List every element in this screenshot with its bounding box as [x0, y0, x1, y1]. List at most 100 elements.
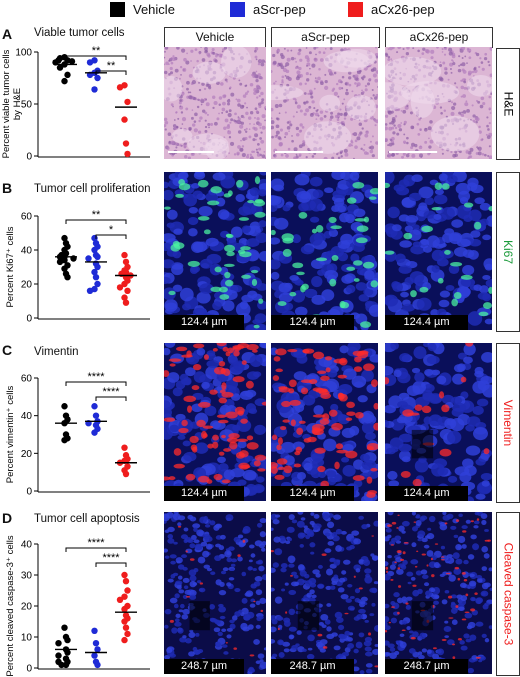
side-label-d-text: Cleaved caspase-3	[501, 542, 516, 646]
column-header-ascr: aScr-pep	[271, 27, 380, 48]
y-axis-label-c: Percent vimentin⁺ cells	[5, 386, 16, 484]
legend-label-acx26: aCx26-pep	[371, 2, 435, 17]
side-label-d: Cleaved caspase-3	[496, 512, 520, 676]
data-point-d	[121, 605, 128, 613]
micrograph-c-vehicle: 124.4 µm	[164, 343, 266, 501]
panel-letter-c: C	[2, 342, 13, 358]
significance-bracket-b	[95, 234, 127, 239]
micrograph-a-acx26	[385, 47, 492, 159]
data-point-b	[85, 255, 92, 262]
y-tick-label-b: 60	[21, 212, 33, 223]
micrograph-a-ascr	[271, 47, 378, 159]
significance-label-d: ****	[102, 552, 120, 564]
significance-label-b: **	[92, 209, 101, 221]
significance-bracket-d	[65, 547, 127, 552]
legend-label-ascr: aScr-pep	[253, 2, 306, 17]
scale-bar-b-vehicle: 124.4 µm	[164, 315, 244, 330]
legend-label-vehicle: Vehicle	[133, 2, 175, 17]
y-tick-label-d: 40	[21, 540, 33, 551]
significance-label-d: ****	[87, 537, 105, 549]
legend-swatch-acx26	[348, 2, 363, 17]
data-point-b	[122, 299, 130, 306]
y-tick-label-d: 20	[21, 602, 33, 613]
scale-bar-d-ascr: 248.7 µm	[271, 659, 354, 674]
scale-bar-d-acx26: 248.7 µm	[385, 659, 468, 674]
column-header-vehicle: Vehicle	[164, 27, 266, 48]
column-header-acx26: aCx26-pep	[385, 27, 493, 48]
data-point-d	[121, 636, 128, 644]
y-tick-label-b: 40	[21, 246, 33, 257]
legend-item-acx26: aCx26-pep	[348, 2, 435, 17]
panel-title-b: Tumor cell proliferation	[34, 183, 151, 195]
panel-letter-d: D	[2, 510, 13, 526]
data-point-c	[61, 403, 68, 410]
y-tick-label-c: 0	[26, 487, 32, 498]
data-point-b	[61, 234, 68, 242]
data-point-c	[122, 470, 130, 478]
scale-bar-d-vehicle: 248.7 µm	[164, 659, 244, 674]
y-axis-label-d: Percent cleaved caspase-3⁺ cells	[5, 535, 16, 676]
micrograph-b-ascr: 124.4 µm	[271, 172, 378, 330]
data-point-d	[92, 640, 100, 647]
data-point-c	[61, 436, 68, 444]
data-point-b	[92, 274, 100, 281]
scale-bar-b-ascr: 124.4 µm	[271, 315, 354, 330]
data-point-b	[94, 263, 101, 271]
data-point-b	[121, 294, 128, 301]
micrograph-c-ascr: 124.4 µm	[271, 343, 378, 501]
data-point-b	[61, 265, 68, 272]
significance-label-c: ****	[102, 386, 120, 398]
panel-title-c: Vimentin	[34, 346, 79, 358]
data-point-a	[121, 116, 128, 123]
y-tick-label-b: 0	[26, 314, 32, 325]
panel-title-d: Tumor cell apoptosis	[34, 513, 140, 525]
panel-letter-a: A	[2, 26, 13, 42]
significance-label-a: **	[92, 45, 101, 57]
y-axis-label-a: Percent viable tumor cellsby H&E	[1, 49, 23, 158]
data-point-a	[86, 59, 94, 66]
data-point-b	[116, 284, 124, 291]
data-point-d	[94, 661, 101, 669]
data-point-b	[124, 287, 131, 294]
data-point-a	[124, 98, 131, 106]
data-point-b	[121, 280, 128, 288]
panel-title-a: Viable tumor cells	[34, 27, 125, 39]
legend-swatch-vehicle	[110, 2, 125, 17]
data-point-d	[64, 649, 71, 656]
side-label-a: H&E	[496, 48, 520, 160]
significance-bracket-c	[95, 396, 127, 401]
data-point-a	[61, 77, 68, 85]
data-point-d	[91, 652, 98, 659]
data-point-b	[94, 253, 101, 260]
data-point-d	[122, 624, 130, 631]
y-tick-label-c: 20	[21, 449, 33, 460]
data-point-b	[86, 287, 94, 294]
side-label-c: Vimentin	[496, 343, 520, 503]
data-point-c	[121, 444, 128, 451]
data-point-a	[56, 64, 64, 71]
micrograph-c-acx26: 124.4 µm	[385, 343, 492, 501]
y-tick-label-a: 100	[15, 48, 32, 59]
y-tick-label-d: 30	[21, 571, 33, 582]
data-point-a	[124, 150, 131, 158]
y-tick-label-d: 0	[26, 664, 32, 675]
y-tick-label-c: 60	[21, 374, 33, 385]
significance-label-a: **	[107, 60, 116, 72]
data-point-a	[68, 58, 76, 65]
data-point-d	[122, 578, 130, 585]
y-tick-label-b: 20	[21, 280, 33, 291]
y-tick-label-d: 10	[21, 633, 33, 644]
data-point-d	[94, 646, 101, 653]
y-axis-label-b: Percent Ki67⁺ cells	[5, 226, 16, 307]
side-label-c-text: Vimentin	[501, 399, 516, 447]
significance-label-b: *	[109, 224, 114, 236]
chart-d-apoptosis: 0 10 20 30 40 Percent cleaved caspase-3⁺ cell…	[5, 535, 150, 676]
side-label-a-text: H&E	[501, 91, 515, 117]
data-point-b	[91, 246, 98, 254]
significance-label-c: ****	[87, 371, 105, 383]
significance-bracket-a	[65, 55, 127, 60]
data-point-d	[121, 618, 128, 625]
data-point-d	[55, 640, 62, 647]
